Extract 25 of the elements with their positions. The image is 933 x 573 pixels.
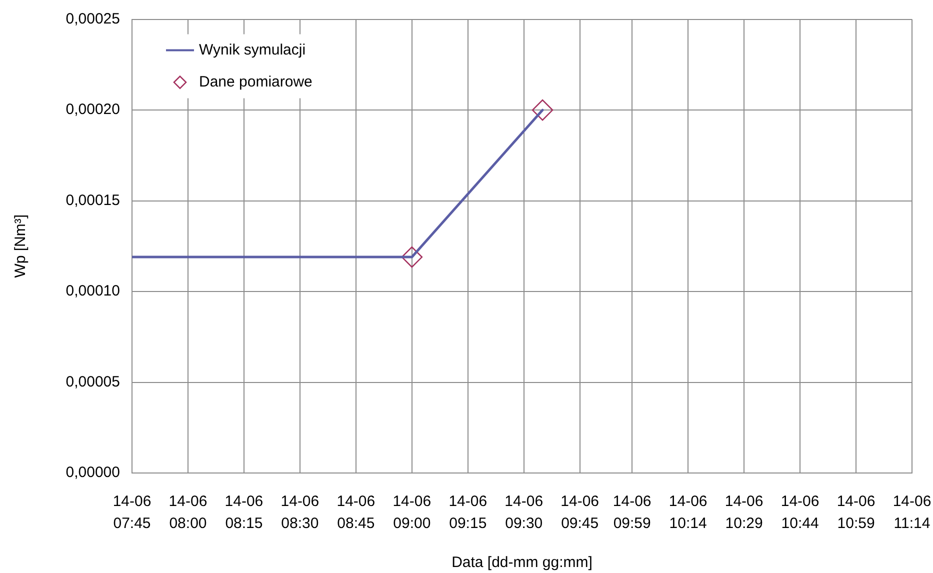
y-tick-label: 0,00010: [66, 282, 120, 300]
x-tick-label: 14-06 10:14: [668, 493, 708, 532]
y-tick-label: 0,00015: [66, 192, 120, 209]
x-tick-label: 14-06 08:45: [336, 493, 376, 532]
y-tick-label: 0,00020: [66, 101, 120, 118]
x-tick-label: 14-06 11:14: [892, 493, 932, 532]
x-tick-label: 14-06 09:15: [448, 493, 488, 532]
x-tick-label: 14-06 09:45: [560, 493, 600, 532]
legend-label: Dane pomiarowe: [199, 73, 312, 90]
x-tick-label: 14-06 07:45: [112, 493, 152, 532]
y-tick-label: 0,00025: [66, 10, 120, 28]
x-tick-label: 14-06 09:30: [504, 493, 544, 532]
x-tick-label: 14-06 08:15: [224, 493, 264, 532]
x-tick-label: 14-06 08:30: [280, 493, 320, 532]
x-tick-label: 14-06 09:59: [612, 493, 652, 532]
x-tick-label: 14-06 10:59: [836, 493, 876, 532]
x-tick-label: 14-06 10:29: [724, 493, 764, 532]
x-axis-title: Data [dd-mm gg:mm]: [452, 554, 592, 572]
legend-label: Wynik symulacji: [199, 41, 306, 58]
x-tick-label: 14-06 08:00: [168, 493, 208, 532]
y-tick-label: 0,00005: [66, 373, 120, 390]
x-tick-label: 14-06 10:44: [780, 493, 820, 532]
x-tick-label: 14-06 09:00: [392, 493, 432, 532]
y-axis-title: Wp [Nm³]: [12, 214, 30, 278]
y-tick-label: 0,00000: [66, 464, 120, 482]
